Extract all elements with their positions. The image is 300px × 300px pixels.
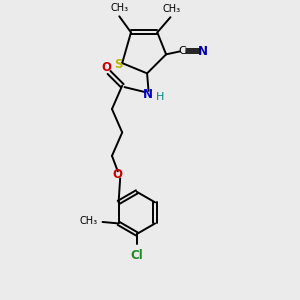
- Text: O: O: [101, 61, 111, 74]
- Text: CH₃: CH₃: [110, 3, 128, 13]
- Text: S: S: [114, 58, 123, 71]
- Text: H: H: [156, 92, 164, 102]
- Text: CH₃: CH₃: [79, 215, 97, 226]
- Text: C: C: [178, 46, 186, 56]
- Text: N: N: [143, 88, 153, 101]
- Text: O: O: [113, 168, 123, 182]
- Text: Cl: Cl: [130, 249, 143, 262]
- Text: N: N: [198, 45, 208, 58]
- Text: CH₃: CH₃: [163, 4, 181, 14]
